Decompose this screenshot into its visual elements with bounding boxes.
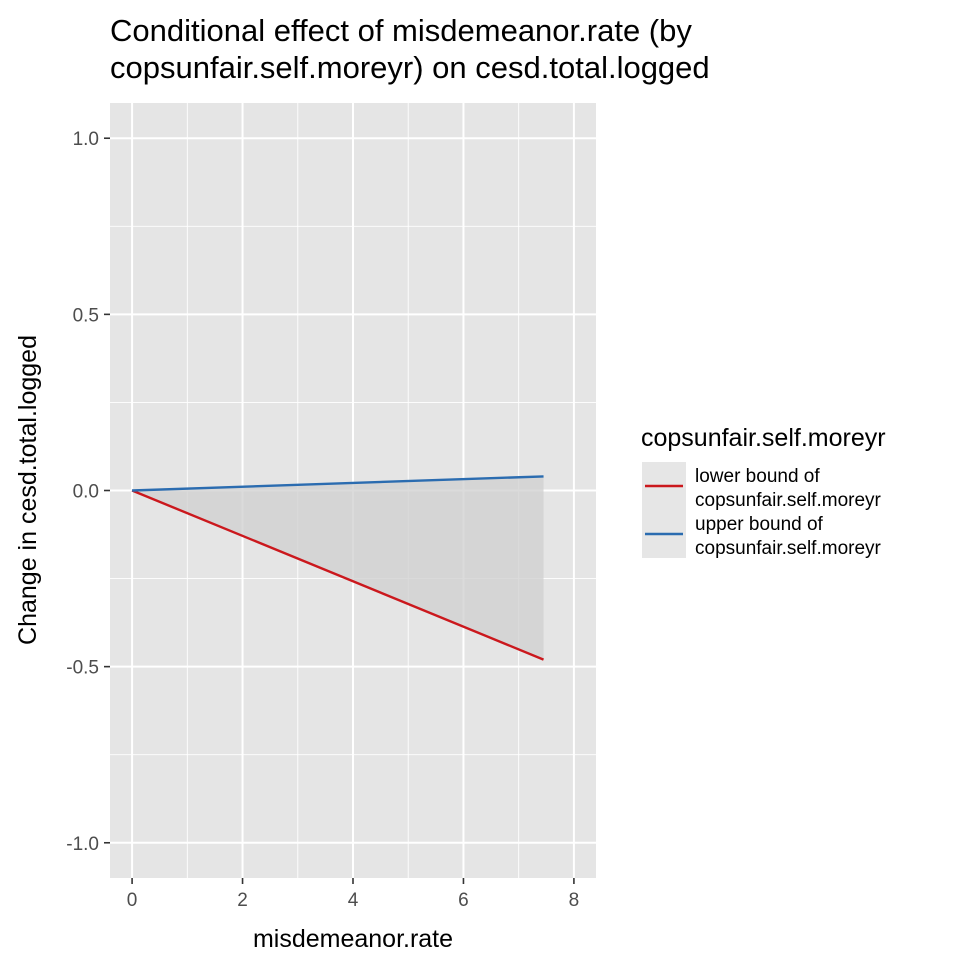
chart-title-line-1: Conditional effect of misdemeanor.rate (… <box>110 13 692 48</box>
x-axis-title: misdemeanor.rate <box>253 925 453 953</box>
series-line-1 <box>132 475 544 492</box>
y-tick-label: 1.0 <box>73 129 99 150</box>
series-layer <box>131 475 544 661</box>
legend-title: copsunfair.self.moreyr <box>641 424 886 452</box>
x-axis: 0 2 4 6 8 <box>127 878 579 911</box>
legend-item-1: upper bound of copsunfair.self.moreyr <box>642 510 882 559</box>
x-tick-label: 0 <box>127 890 138 911</box>
legend-label-line-2: copsunfair.self.moreyr <box>695 538 882 559</box>
chart-title-line-2: copsunfair.self.moreyr) on cesd.total.lo… <box>110 50 710 85</box>
legend-label-line-2: copsunfair.self.moreyr <box>695 490 882 511</box>
y-axis-title: Change in cesd.total.logged <box>14 335 42 645</box>
confidence-ribbon <box>132 476 544 660</box>
y-tick-label: -0.5 <box>66 658 99 679</box>
ribbon-layer <box>132 476 544 660</box>
x-tick-label: 6 <box>458 890 469 911</box>
y-tick-label: 0.0 <box>73 482 99 503</box>
legend-label-line-1: lower bound of <box>695 466 820 487</box>
legend: copsunfair.self.moreyr lower bound of cop… <box>641 424 886 559</box>
legend-items: lower bound ofcopsunfair.self.moreyruppe… <box>642 462 882 559</box>
x-tick-label: 2 <box>237 890 248 911</box>
y-tick-label: 0.5 <box>73 305 99 326</box>
series-line-0 <box>131 489 544 661</box>
legend-item-0: lower bound of copsunfair.self.moreyr <box>642 462 882 511</box>
x-tick-label: 8 <box>569 890 580 911</box>
y-axis: -1.0 -0.5 0.0 0.5 1.0 <box>66 129 110 855</box>
legend-label-line-1: upper bound of <box>695 514 824 535</box>
x-tick-label: 4 <box>348 890 359 911</box>
y-tick-label: -1.0 <box>66 834 99 855</box>
